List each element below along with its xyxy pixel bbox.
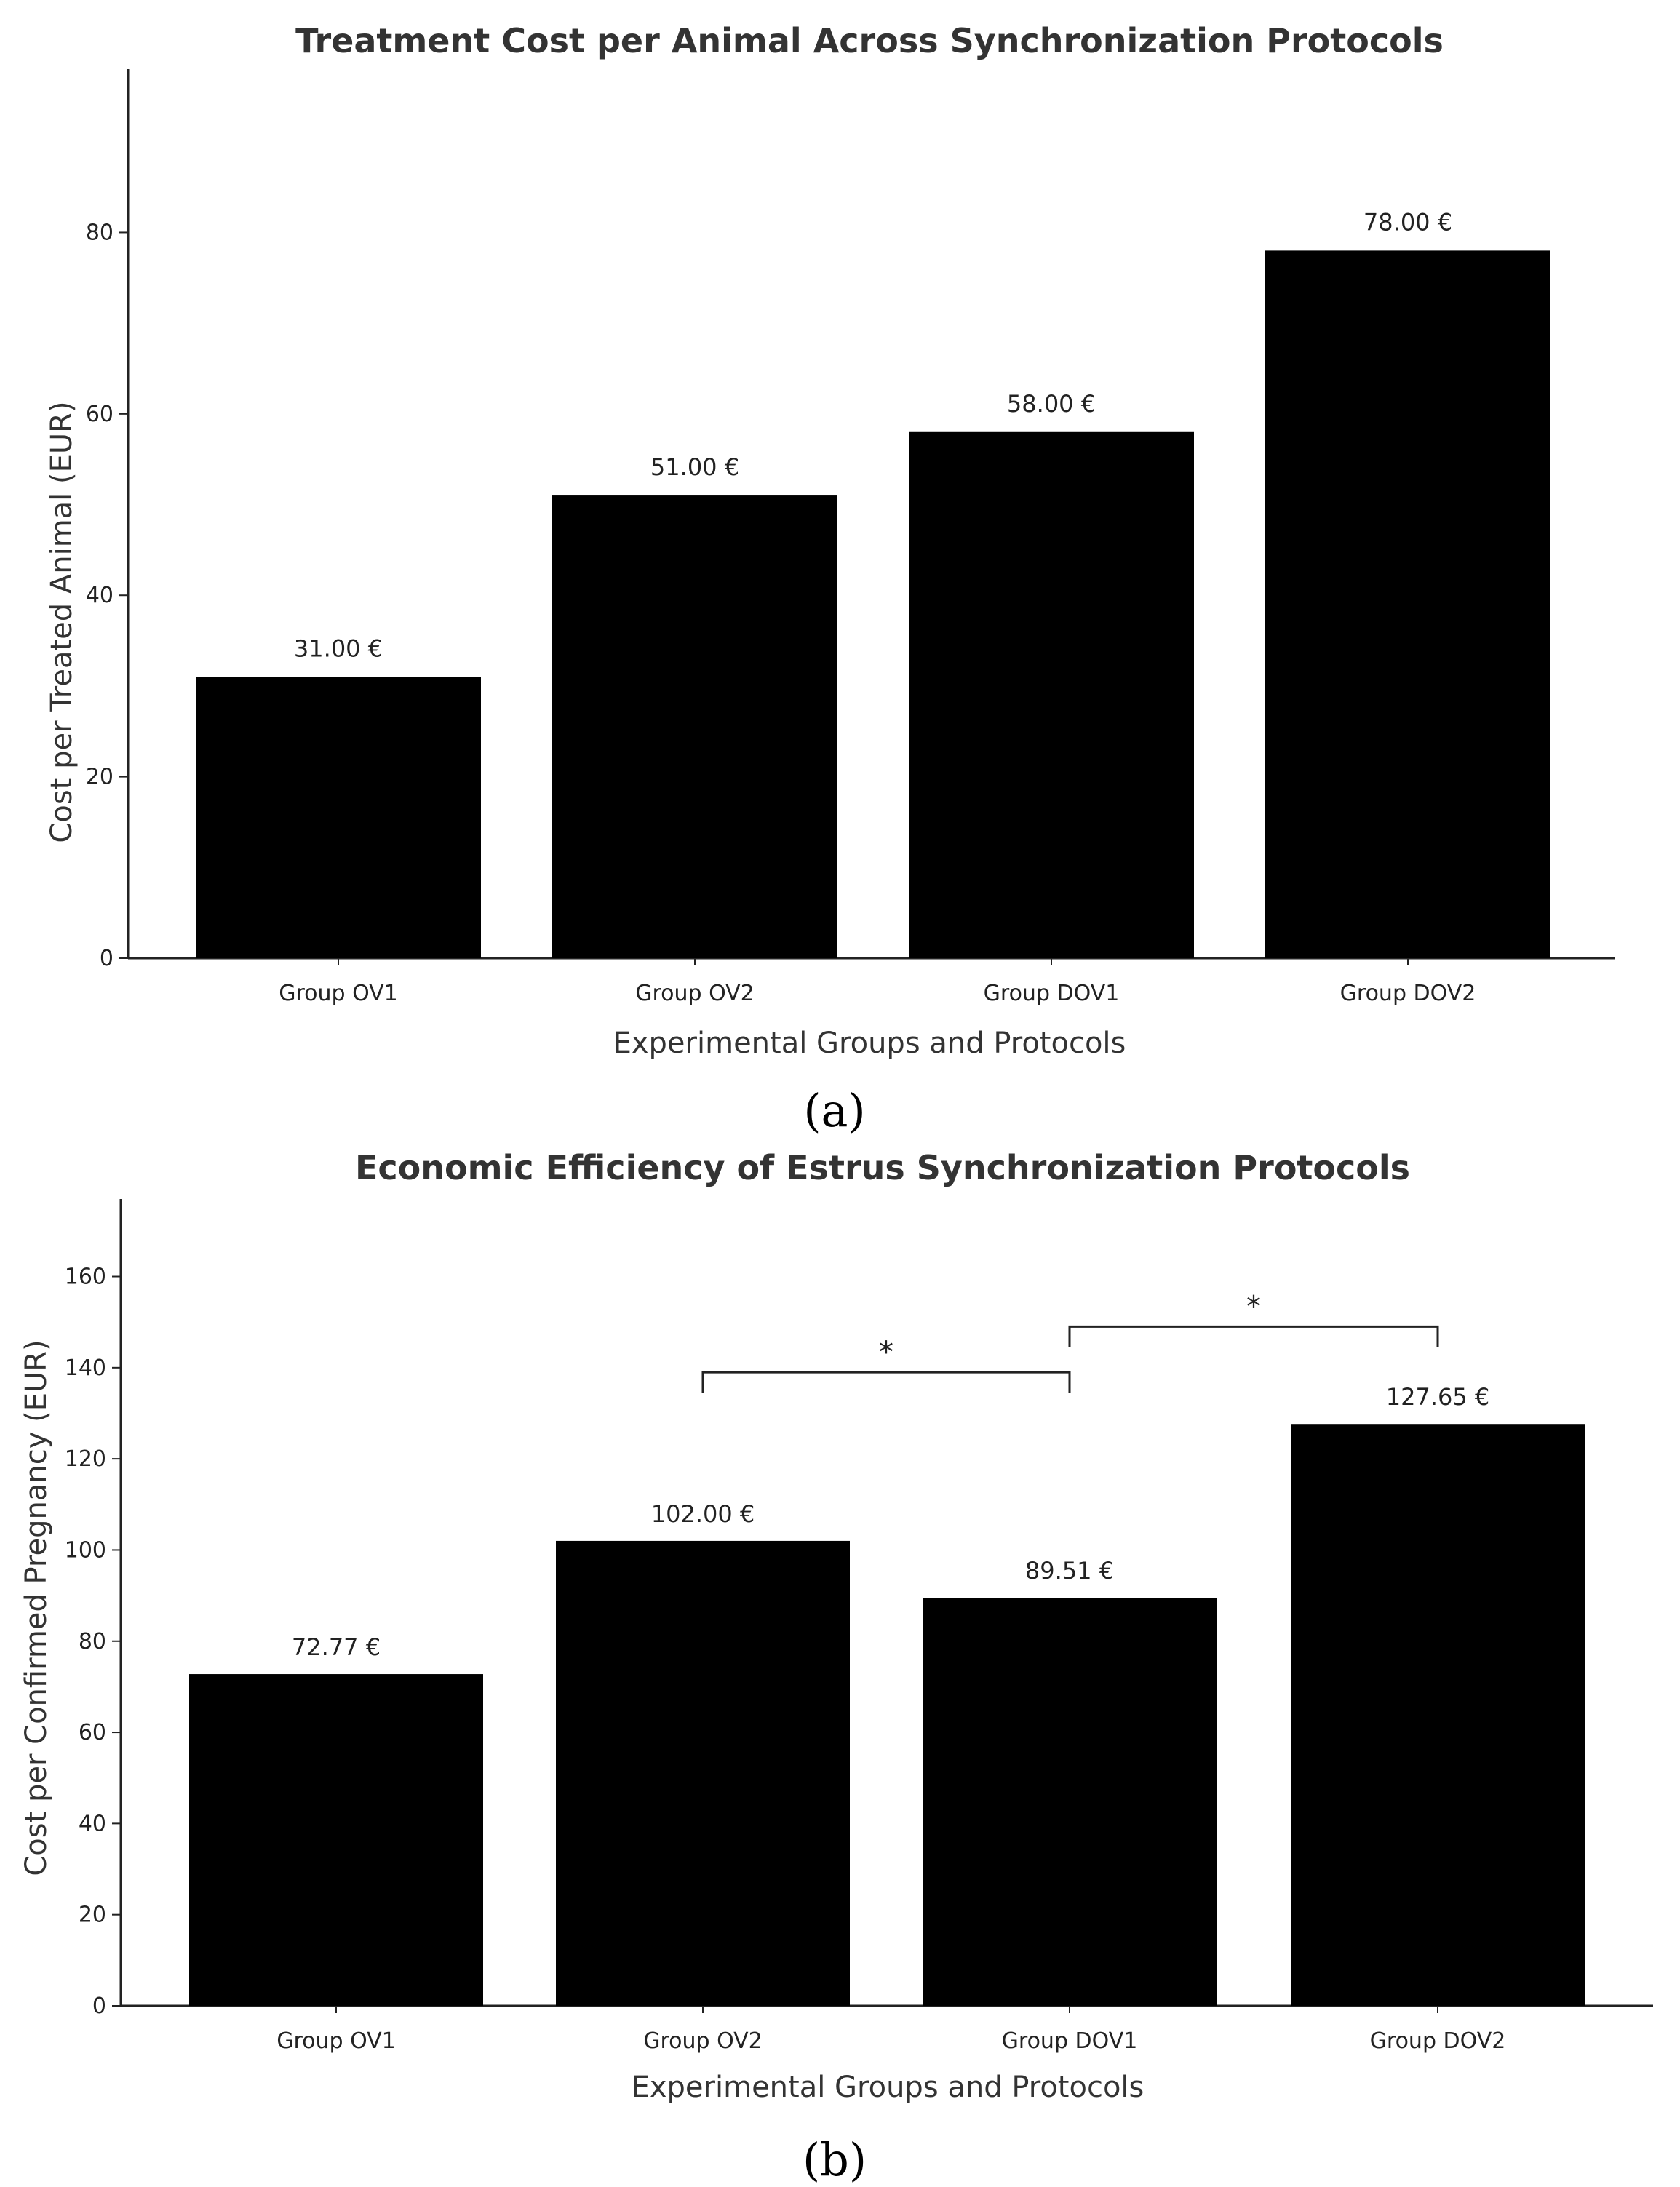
chart-b-category-label: Group DOV2 <box>1370 2028 1506 2054</box>
chart-b-significance-star: * <box>1246 1290 1261 1323</box>
chart-b-bar <box>1291 1424 1585 2006</box>
chart-b-y-tick-label: 20 <box>79 1903 106 1928</box>
chart-panel-b: Economic Efficiency of Estrus Synchroniz… <box>20 1148 1653 2186</box>
chart-a-data-label: 51.00 € <box>650 453 739 481</box>
chart-a-data-label: 31.00 € <box>294 634 383 662</box>
chart-b-y-tick-label: 60 <box>79 1720 106 1745</box>
chart-b-bar <box>923 1598 1217 2006</box>
panel-label-b: (b) <box>803 2133 867 2186</box>
chart-a-bar <box>1265 250 1550 958</box>
chart-b-bar <box>556 1540 850 2006</box>
panel-label-a: (a) <box>803 1084 865 1137</box>
chart-b-data-label: 127.65 € <box>1386 1383 1490 1411</box>
chart-b-data-label: 102.00 € <box>651 1500 755 1528</box>
chart-b-plot-area: 0 20 40 60 80 100 120 140 160 Group OV1 72.77 € Gro… <box>65 1199 1653 2054</box>
chart-b-category-label: Group OV2 <box>643 2028 763 2054</box>
chart-b-y-tick-label: 0 <box>92 1993 106 2019</box>
chart-b-category-label: Group DOV1 <box>1002 2028 1138 2054</box>
chart-a-y-tick-label: 80 <box>86 220 114 245</box>
chart-a-category-label: Group DOV2 <box>1340 981 1476 1006</box>
chart-b-data-label: 72.77 € <box>292 1633 381 1661</box>
chart-a-y-tick-label: 0 <box>100 946 114 971</box>
chart-a-category-label: Group OV2 <box>635 981 755 1006</box>
chart-b-y-tick-label: 80 <box>79 1629 106 1654</box>
chart-a-y-tick-label: 20 <box>86 765 114 790</box>
chart-a-data-label: 58.00 € <box>1007 390 1096 418</box>
chart-b-significance-bracket <box>701 1371 1071 1393</box>
chart-b-x-axis-label: Experimental Groups and Protocols <box>632 2071 1144 2104</box>
chart-a-category-label: Group OV1 <box>279 981 398 1006</box>
chart-b-y-tick-label: 160 <box>65 1264 106 1290</box>
chart-b-y-tick-label: 40 <box>79 1811 106 1836</box>
chart-a-plot-area: 0 20 40 60 80 Group OV1 31.00 € Group OV2 51.00 … <box>86 69 1615 1006</box>
chart-a-bar <box>552 495 837 958</box>
chart-b-title: Economic Efficiency of Estrus Synchroniz… <box>355 1148 1410 1187</box>
chart-b-category-label: Group OV1 <box>276 2028 396 2054</box>
chart-b-y-tick-label: 100 <box>65 1537 106 1563</box>
chart-b-bar <box>189 1674 483 2006</box>
chart-a-title: Treatment Cost per Animal Across Synchro… <box>295 21 1444 60</box>
chart-b-y-tick-label: 120 <box>65 1446 106 1472</box>
chart-b-y-tick-label: 140 <box>65 1355 106 1381</box>
chart-a-bar <box>909 431 1194 958</box>
chart-a-y-axis-label: Cost per Treated Animal (EUR) <box>45 401 79 842</box>
chart-a-y-tick-label: 40 <box>86 583 114 608</box>
chart-b-significance-bracket <box>1068 1325 1439 1347</box>
chart-a-data-label: 78.00 € <box>1363 208 1452 236</box>
chart-a-y-tick-label: 60 <box>86 402 114 427</box>
chart-a-x-axis-label: Experimental Groups and Protocols <box>613 1027 1126 1060</box>
chart-b-y-axis-label: Cost per Confirmed Pregnancy (EUR) <box>20 1339 53 1876</box>
chart-b-significance-star: * <box>879 1336 893 1369</box>
chart-b-data-label: 89.51 € <box>1025 1557 1114 1585</box>
chart-a-category-label: Group DOV1 <box>984 981 1120 1006</box>
chart-a-bar <box>196 677 481 958</box>
chart-panel-a: Treatment Cost per Animal Across Synchro… <box>45 21 1615 1137</box>
